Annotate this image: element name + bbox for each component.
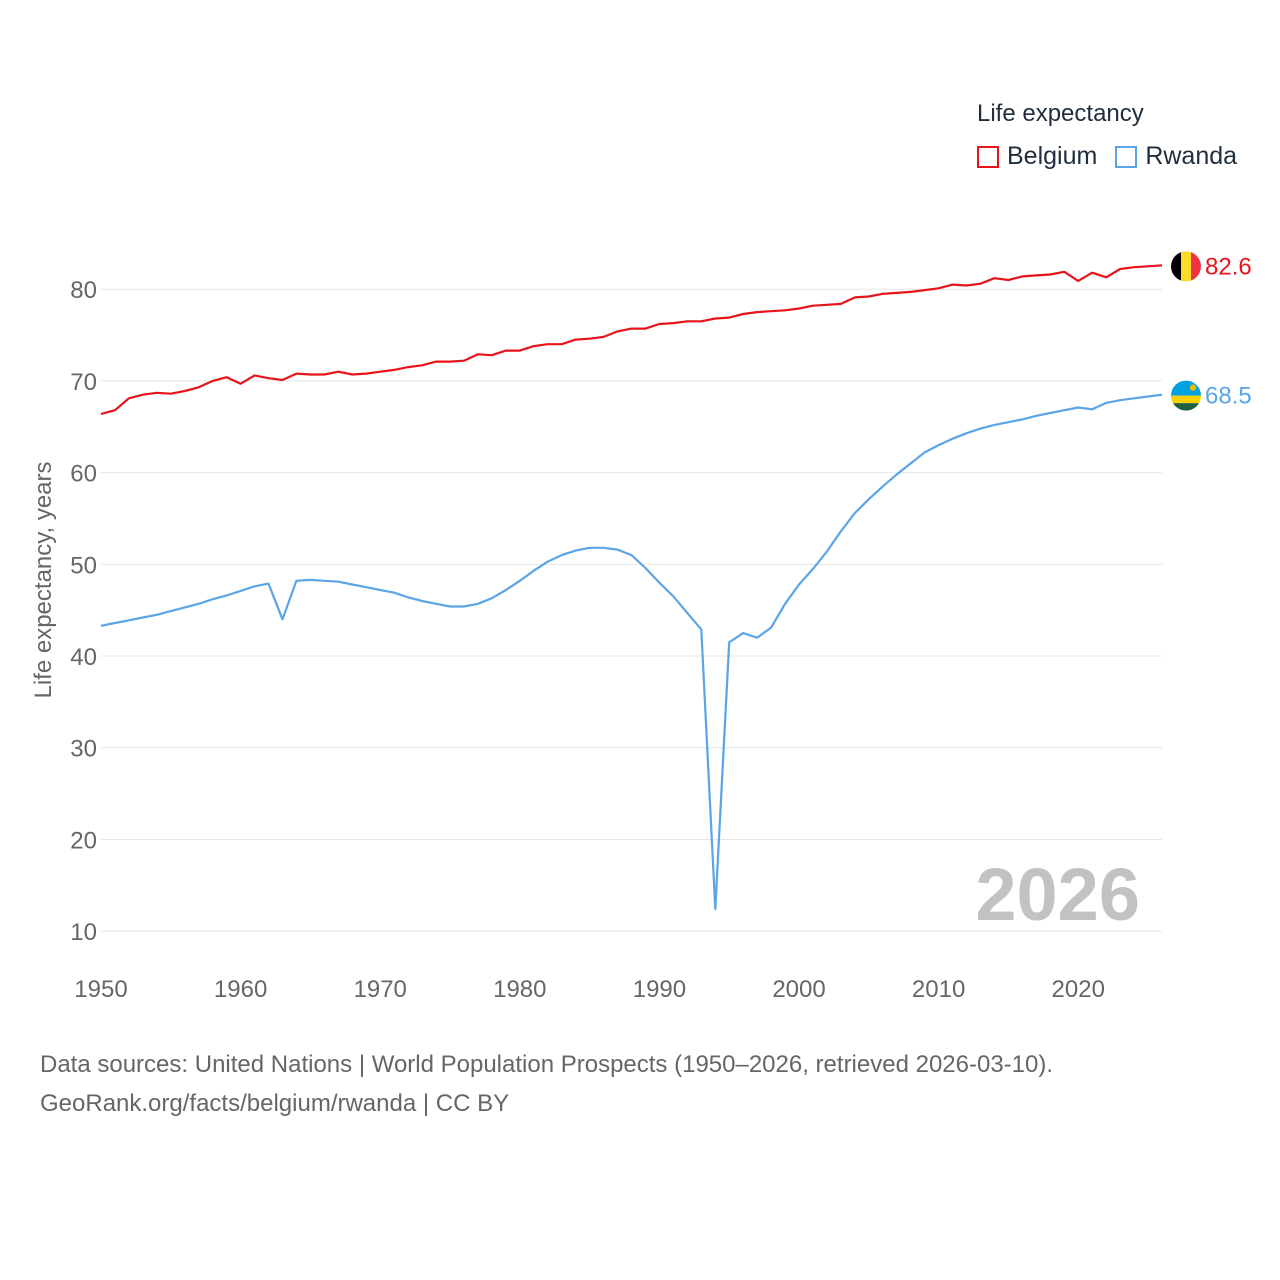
series-line-belgium [100, 264, 1163, 415]
x-tick-label: 2010 [912, 976, 965, 1003]
legend-title: Life expectancy [977, 100, 1144, 127]
legend: Belgium Rwanda [977, 142, 1255, 171]
end-value-label-rwanda: 68.5 [1205, 383, 1252, 410]
rwanda-flag-icon [1171, 380, 1201, 411]
source-line: Data sources: United Nations | World Pop… [40, 1051, 1054, 1078]
y-tick-label: 60 [70, 461, 97, 488]
y-tick-label: 70 [70, 369, 97, 396]
x-tick-label: 1990 [633, 976, 686, 1003]
series-line-rwanda [100, 393, 1163, 911]
y-tick-label: 10 [70, 919, 97, 946]
x-tick-label: 2020 [1052, 976, 1105, 1003]
series-lines [100, 264, 1163, 911]
x-tick-label: 2000 [772, 976, 825, 1003]
legend-swatch-rwanda [1115, 145, 1138, 168]
legend-label-rwanda: Rwanda [1145, 142, 1238, 170]
legend-item-belgium[interactable]: Belgium [977, 142, 1097, 171]
gridlines [101, 288, 1162, 932]
y-tick-label: 30 [70, 736, 97, 763]
y-axis-ticks: 10 20 30 40 50 60 70 80 [70, 277, 97, 946]
y-tick-label: 50 [70, 552, 97, 579]
y-tick-label: 40 [70, 644, 97, 671]
series-end-markers: 82.6 68.5 [1171, 251, 1252, 411]
belgium-flag-icon [1171, 251, 1201, 282]
year-watermark: 2026 [975, 853, 1140, 936]
legend-swatch-belgium [977, 145, 999, 168]
url-line: GeoRank.org/facts/belgium/rwanda | CC BY [40, 1090, 510, 1117]
y-tick-label: 20 [70, 827, 97, 854]
end-value-label-belgium: 82.6 [1205, 253, 1252, 280]
x-tick-label: 1970 [354, 976, 407, 1003]
x-tick-label: 1980 [493, 976, 546, 1003]
y-axis-label: Life expectancy, years [30, 461, 57, 698]
x-axis-ticks: 1950 1960 1970 1980 1990 2000 2010 2020 [74, 976, 1105, 1003]
source-note: Data sources: United Nations | World Pop… [40, 1045, 1053, 1123]
x-tick-label: 1950 [74, 976, 127, 1003]
y-tick-label: 80 [70, 277, 97, 304]
legend-item-rwanda[interactable]: Rwanda [1115, 142, 1237, 171]
x-tick-label: 1960 [214, 976, 267, 1003]
legend-label-belgium: Belgium [1007, 142, 1098, 170]
